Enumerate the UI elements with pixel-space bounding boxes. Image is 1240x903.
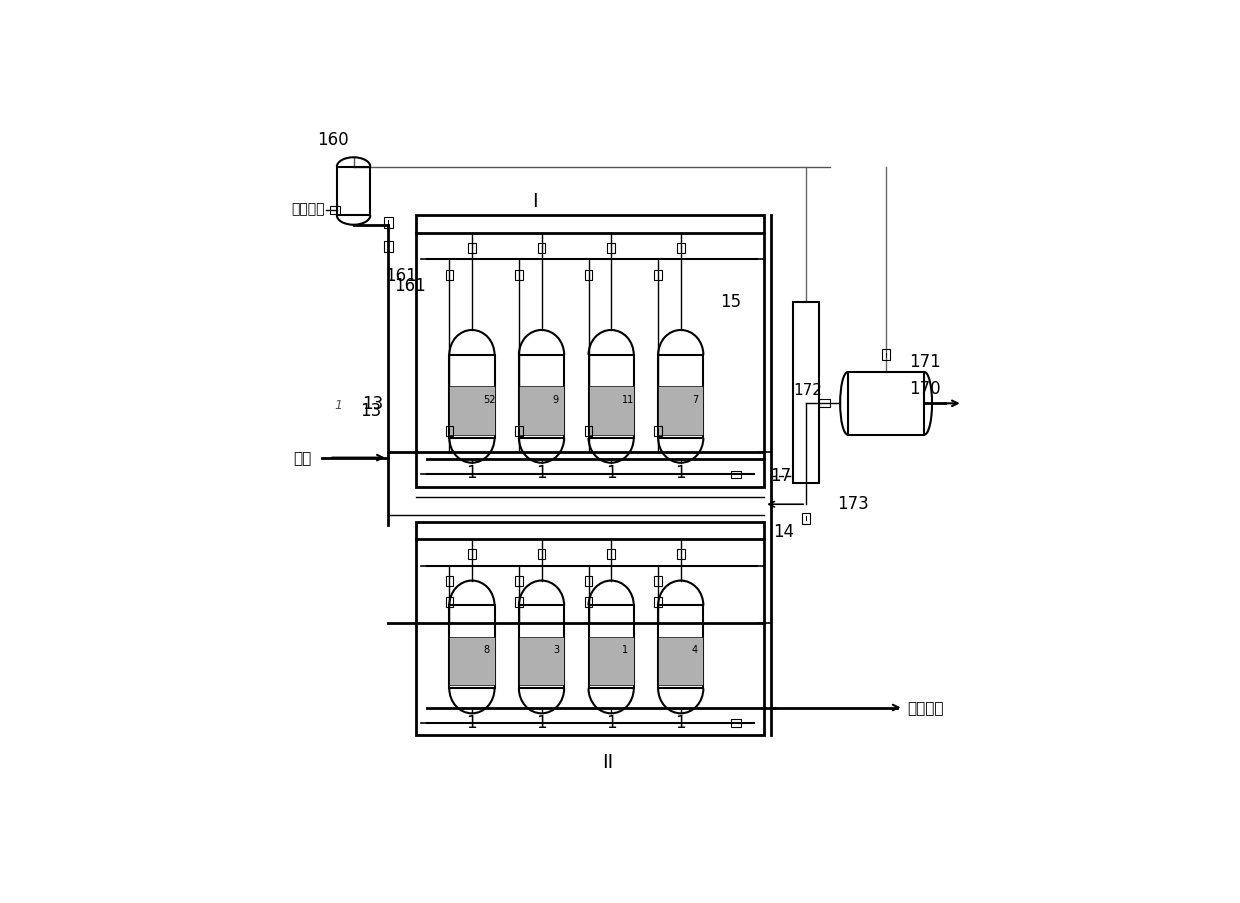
Text: 进水: 进水 — [293, 451, 311, 466]
Text: 1: 1 — [536, 713, 547, 731]
Text: 13: 13 — [361, 402, 382, 420]
Bar — [658, 356, 703, 438]
Text: 1: 1 — [622, 645, 629, 655]
Text: 1: 1 — [676, 713, 686, 731]
Bar — [802, 513, 810, 524]
Bar — [732, 471, 742, 479]
Bar — [417, 522, 764, 736]
Bar — [658, 638, 703, 685]
Bar — [518, 387, 564, 435]
Bar — [515, 576, 523, 586]
Bar — [384, 242, 393, 253]
Text: 压缩空气: 压缩空气 — [291, 202, 325, 216]
Text: 9: 9 — [553, 394, 559, 404]
Text: 14: 14 — [774, 522, 795, 540]
Text: 1: 1 — [466, 463, 477, 481]
Bar — [655, 597, 662, 607]
Text: 170: 170 — [909, 379, 941, 397]
Bar — [330, 207, 340, 214]
Bar — [469, 244, 476, 254]
Bar — [469, 550, 476, 560]
Bar — [384, 218, 393, 228]
Bar — [445, 597, 453, 607]
Bar — [608, 550, 615, 560]
Text: 1: 1 — [606, 713, 616, 731]
Text: 1: 1 — [536, 463, 547, 481]
Text: 4: 4 — [692, 645, 698, 655]
Bar — [445, 427, 453, 437]
Text: 1: 1 — [466, 713, 477, 731]
Bar — [518, 638, 564, 685]
Bar — [820, 400, 831, 408]
Text: 161: 161 — [394, 276, 425, 294]
Bar — [589, 387, 634, 435]
Bar — [655, 427, 662, 437]
Bar — [792, 303, 820, 484]
Bar — [732, 720, 742, 727]
Text: 8: 8 — [484, 645, 490, 655]
Bar — [589, 606, 634, 689]
Bar — [585, 576, 593, 586]
Bar — [449, 638, 495, 685]
Bar — [538, 550, 546, 560]
Bar — [677, 244, 684, 254]
Bar — [445, 576, 453, 586]
Bar — [589, 638, 634, 685]
Text: 17: 17 — [770, 466, 791, 484]
Bar — [658, 387, 703, 435]
Text: 1: 1 — [606, 463, 616, 481]
Bar — [608, 244, 615, 254]
Text: 172: 172 — [792, 383, 822, 397]
Text: 160: 160 — [316, 131, 348, 149]
Text: 3: 3 — [553, 645, 559, 655]
Text: 7: 7 — [692, 394, 698, 404]
Bar — [655, 576, 662, 586]
Bar — [585, 597, 593, 607]
Text: 173: 173 — [837, 494, 869, 512]
Bar — [515, 270, 523, 280]
Bar — [882, 349, 890, 361]
Bar — [518, 356, 564, 438]
Bar — [655, 270, 662, 280]
Bar — [417, 216, 764, 488]
Text: II: II — [603, 752, 614, 771]
Bar — [337, 167, 371, 216]
Bar — [848, 373, 924, 435]
Bar — [589, 356, 634, 438]
Text: 171: 171 — [909, 353, 941, 371]
Text: 1: 1 — [335, 399, 342, 412]
Bar — [449, 606, 495, 689]
Bar — [445, 270, 453, 280]
Text: 161: 161 — [384, 266, 417, 284]
Bar — [518, 606, 564, 689]
Bar — [515, 427, 523, 437]
Bar — [449, 387, 495, 435]
Bar — [677, 550, 684, 560]
Bar — [449, 356, 495, 438]
Bar — [515, 597, 523, 607]
Bar — [585, 270, 593, 280]
Text: 1: 1 — [676, 463, 686, 481]
Text: 净化出水: 净化出水 — [906, 700, 944, 715]
Bar — [658, 606, 703, 689]
Bar — [538, 244, 546, 254]
Text: 11: 11 — [622, 394, 635, 404]
Text: 13: 13 — [362, 395, 383, 413]
Text: I: I — [532, 192, 537, 211]
Text: 52: 52 — [484, 394, 496, 404]
Text: 15: 15 — [720, 293, 742, 311]
Bar — [585, 427, 593, 437]
